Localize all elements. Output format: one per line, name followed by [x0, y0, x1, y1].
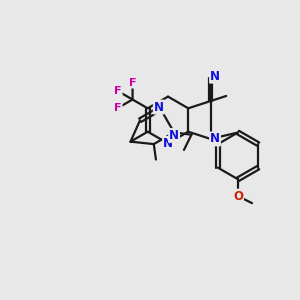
Text: F: F — [129, 78, 136, 88]
Text: F: F — [114, 86, 122, 96]
Text: F: F — [114, 103, 122, 113]
Text: N: N — [169, 129, 179, 142]
Text: N: N — [163, 137, 173, 150]
Text: N: N — [154, 100, 164, 114]
Text: N: N — [210, 70, 220, 83]
Text: N: N — [210, 132, 220, 146]
Text: O: O — [233, 190, 243, 202]
